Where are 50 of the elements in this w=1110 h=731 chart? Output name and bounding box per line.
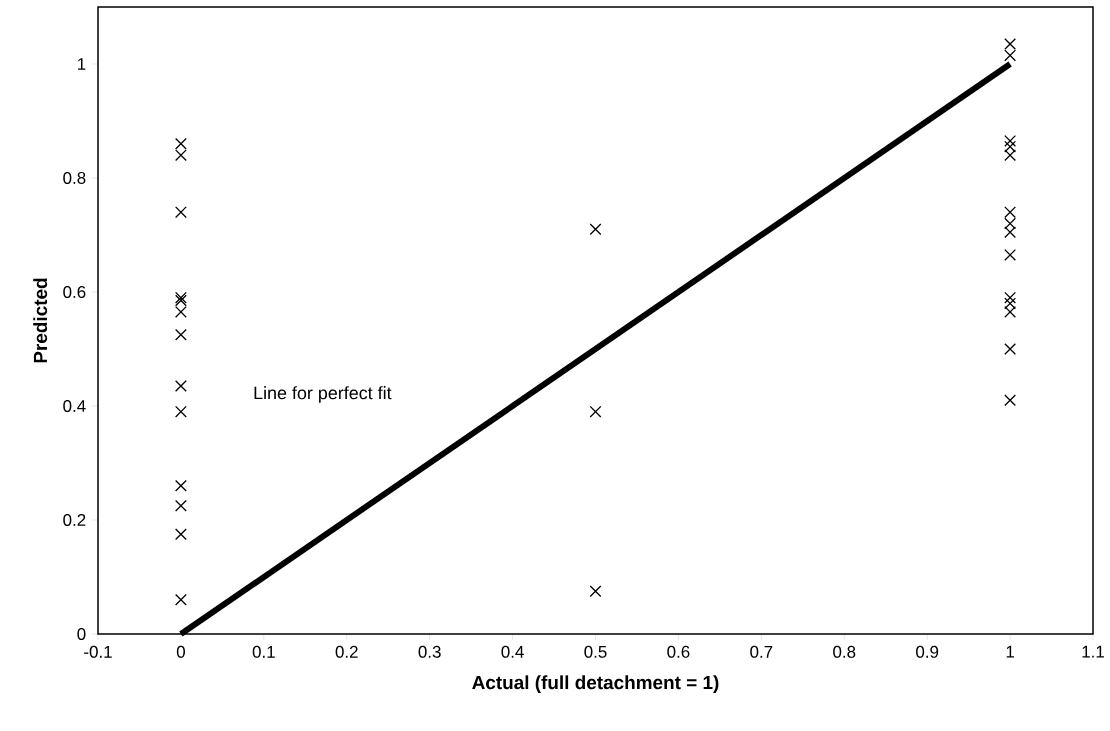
x-tick-label: 1 bbox=[1006, 645, 1014, 658]
point bbox=[1004, 343, 1017, 355]
point bbox=[174, 328, 187, 341]
point bbox=[174, 528, 187, 541]
point bbox=[589, 405, 602, 418]
x-tick-label: 0.2 bbox=[335, 645, 358, 658]
x-tick-label: 0.4 bbox=[501, 645, 524, 658]
y-tick-label: 0.4 bbox=[63, 400, 86, 412]
point bbox=[1004, 38, 1017, 50]
point bbox=[174, 206, 187, 219]
point bbox=[1004, 217, 1017, 230]
point bbox=[174, 306, 187, 318]
x-tick-label: 0.6 bbox=[667, 645, 690, 658]
x-tick-label: 0.1 bbox=[252, 645, 275, 658]
y-tick-label: 0.8 bbox=[63, 172, 86, 184]
point bbox=[589, 223, 602, 236]
point bbox=[1004, 135, 1017, 147]
point bbox=[1004, 49, 1017, 62]
x-tick-label: 0.5 bbox=[584, 645, 607, 658]
point bbox=[1004, 306, 1017, 318]
point bbox=[589, 585, 602, 598]
x-tick-label: 0.7 bbox=[750, 645, 773, 658]
point bbox=[1004, 226, 1017, 239]
point bbox=[174, 405, 187, 418]
point bbox=[1004, 149, 1017, 162]
y-axis-title: Predicted bbox=[33, 278, 48, 363]
y-tick-label: 1 bbox=[78, 58, 86, 70]
x-tick-label: -0.1 bbox=[84, 645, 112, 658]
point bbox=[174, 593, 187, 606]
annotation: Line for perfect fit bbox=[254, 386, 392, 403]
point bbox=[174, 149, 187, 162]
point bbox=[1004, 394, 1017, 407]
point bbox=[174, 380, 187, 392]
point bbox=[1004, 291, 1017, 304]
point bbox=[174, 499, 187, 512]
y-tick-label: 0.6 bbox=[63, 286, 86, 298]
x-tick-label: 0 bbox=[176, 645, 185, 658]
x-tick-label: 0.9 bbox=[916, 645, 939, 658]
point bbox=[1004, 140, 1017, 153]
x-tick-label: 1.1 bbox=[1082, 645, 1104, 658]
point bbox=[174, 137, 187, 150]
y-tick-label: 0.2 bbox=[63, 514, 86, 526]
point bbox=[1004, 249, 1017, 261]
point bbox=[174, 479, 187, 492]
x-axis-title: Actual (full detachment = 1) bbox=[472, 675, 719, 693]
x-tick-label: 0.8 bbox=[833, 645, 856, 658]
point bbox=[1004, 206, 1017, 219]
y-tick-label: 0 bbox=[77, 628, 86, 640]
x-tick-label: 0.3 bbox=[418, 645, 441, 658]
point bbox=[1004, 297, 1017, 310]
